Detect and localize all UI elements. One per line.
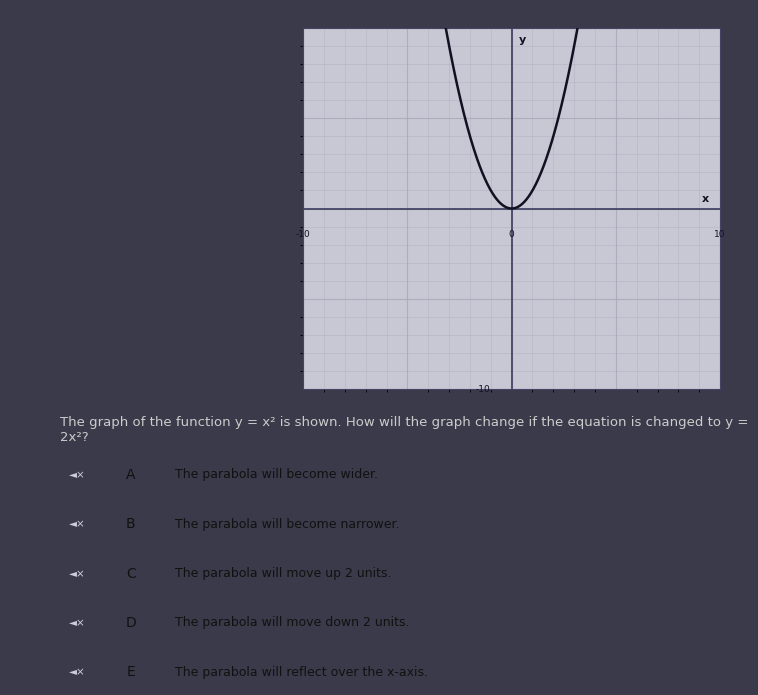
Text: ◄×: ◄× — [69, 519, 86, 530]
Text: The parabola will become narrower.: The parabola will become narrower. — [175, 518, 399, 531]
Text: The graph of the function y = x² is shown. How will the graph change if the equa: The graph of the function y = x² is show… — [60, 416, 748, 443]
Text: E: E — [127, 665, 135, 679]
Text: ◄×: ◄× — [69, 569, 86, 579]
Text: B: B — [126, 517, 136, 531]
Text: C: C — [126, 566, 136, 580]
Text: The parabola will move down 2 units.: The parabola will move down 2 units. — [175, 616, 409, 630]
Text: y: y — [518, 35, 526, 45]
Text: The parabola will become wider.: The parabola will become wider. — [175, 468, 378, 482]
Text: The parabola will move up 2 units.: The parabola will move up 2 units. — [175, 567, 391, 580]
Text: 10: 10 — [714, 230, 726, 239]
Text: ◄×: ◄× — [69, 618, 86, 628]
Text: A: A — [126, 468, 136, 482]
Text: -10: -10 — [476, 385, 491, 393]
Text: ◄×: ◄× — [69, 667, 86, 678]
Text: x: x — [702, 195, 709, 204]
Text: D: D — [125, 616, 136, 630]
Text: ◄×: ◄× — [69, 470, 86, 480]
Text: -10: -10 — [296, 230, 311, 239]
Text: 0: 0 — [509, 230, 515, 239]
Text: The parabola will reflect over the x-axis.: The parabola will reflect over the x-axi… — [175, 666, 428, 679]
